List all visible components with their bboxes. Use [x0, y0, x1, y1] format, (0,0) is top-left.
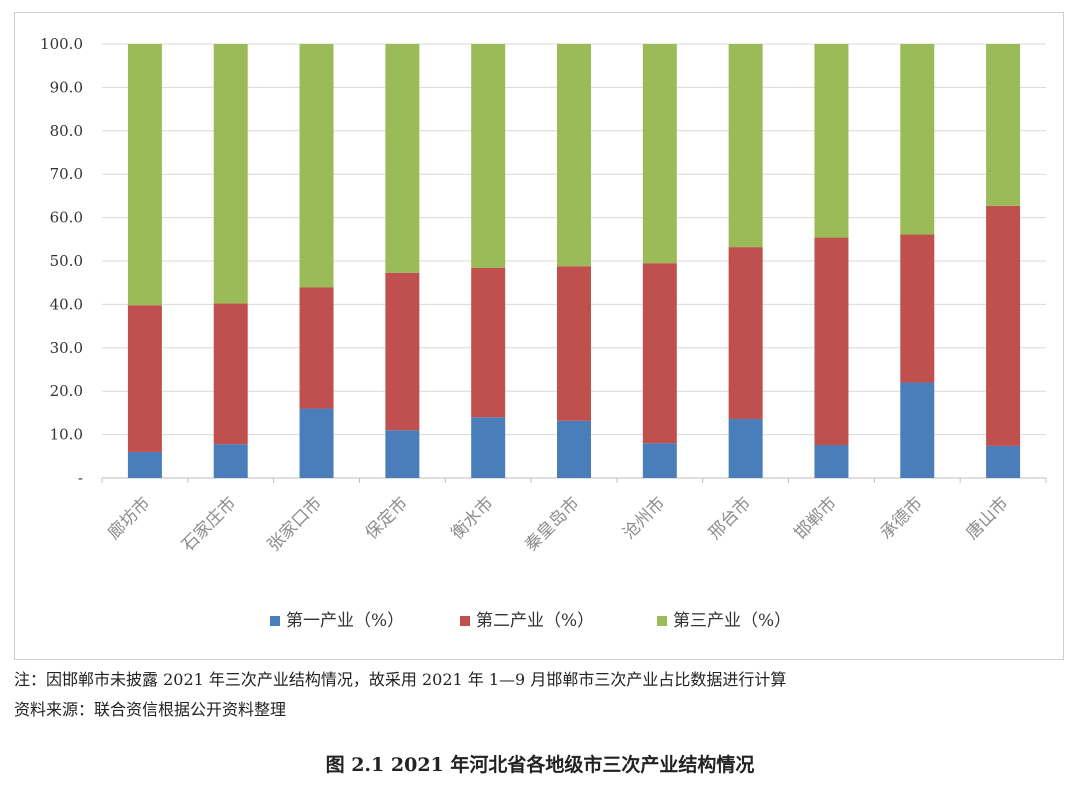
- y-tick-label: 90.0: [50, 78, 83, 96]
- bar-segment-series-2: [385, 272, 420, 431]
- bar-segment-series-3: [557, 44, 591, 267]
- y-tick-label: -: [78, 469, 83, 487]
- y-tick-label: 60.0: [50, 209, 83, 227]
- bar-segment-series-2: [728, 247, 763, 419]
- bar-segment-series-2: [127, 305, 162, 452]
- x-tick-label: 秦皇岛市: [521, 493, 583, 555]
- legend-swatch: [657, 616, 667, 626]
- x-tick-label: 唐山市: [962, 493, 1013, 544]
- bar-segment-series-1: [986, 445, 1021, 478]
- legend-label: 第二产业（%）: [476, 611, 594, 631]
- x-tick-label: 承德市: [877, 493, 927, 543]
- bar-segment-series-3: [127, 44, 162, 306]
- bar-segment-series-2: [814, 237, 849, 446]
- bar-segment-series-1: [728, 418, 763, 478]
- bar-segment-series-1: [213, 444, 248, 478]
- bar-segment-series-3: [900, 44, 935, 235]
- x-tick-label: 保定市: [362, 493, 412, 543]
- y-tick-label: 70.0: [50, 165, 83, 183]
- bar-segment-series-2: [557, 266, 591, 421]
- bar-segment-series-1: [557, 420, 591, 478]
- stacked-bar-chart: - 10.0 20.0 30.0 40.0 50.0 60.0 70.0 80.0 90.0 100…: [40, 35, 1047, 631]
- bar-segment-series-2: [471, 267, 506, 418]
- bar-segment-series-3: [471, 44, 506, 268]
- legend-swatch: [270, 616, 280, 626]
- y-tick-label: 20.0: [50, 382, 83, 400]
- bar-segment-series-2: [642, 263, 677, 444]
- bar-segment-series-3: [728, 44, 763, 248]
- bar-segment-series-1: [471, 417, 506, 478]
- chart-note: 注：因邯郸市未披露 2021 年三次产业结构情况，故采用 2021 年 1—9 …: [14, 670, 787, 689]
- legend-label: 第三产业（%）: [673, 611, 791, 631]
- y-tick-label: 100.0: [40, 35, 83, 53]
- bar-segment-series-2: [299, 287, 334, 409]
- legend-label: 第一产业（%）: [286, 611, 404, 631]
- y-tick-label: 50.0: [50, 252, 83, 270]
- bar-segment-series-1: [385, 430, 420, 478]
- x-tick-label: 沧州市: [619, 493, 669, 543]
- y-tick-label: 80.0: [50, 122, 83, 140]
- y-tick-label: 10.0: [50, 426, 83, 444]
- chart-frame: - 10.0 20.0 30.0 40.0 50.0 60.0 70.0 80.0 90.0 100…: [14, 12, 1064, 660]
- x-tick-label: 邢台市: [705, 493, 755, 543]
- data-source-note: 资料来源：联合资信根据公开资料整理: [14, 700, 287, 719]
- y-tick-label: 30.0: [50, 339, 83, 357]
- bar-segment-series-2: [213, 303, 248, 445]
- y-tick-label: 40.0: [50, 295, 83, 313]
- bar-segment-series-1: [814, 445, 849, 478]
- legend-swatch: [460, 616, 470, 626]
- bar-segment-series-1: [642, 443, 677, 478]
- bar-segment-series-1: [127, 451, 162, 478]
- bar-segment-series-3: [213, 44, 248, 304]
- x-tick-label: 衡水市: [448, 493, 498, 543]
- x-tick-label: 邯郸市: [791, 493, 841, 543]
- x-tick-label: 廊坊市: [104, 493, 154, 543]
- bar-segment-series-2: [986, 205, 1021, 446]
- bar-segment-series-1: [900, 382, 935, 478]
- x-tick-label: 张家口市: [264, 493, 326, 555]
- bar-segment-series-3: [814, 44, 849, 238]
- figure-caption: 图 2.1 2021 年河北省各地级市三次产业结构情况: [325, 754, 755, 776]
- x-tick-label: 石家庄市: [178, 493, 240, 555]
- bar-segment-series-3: [642, 44, 677, 264]
- bar-segment-series-3: [986, 44, 1021, 206]
- bar-segment-series-3: [299, 44, 334, 288]
- bar-segment-series-2: [900, 234, 935, 383]
- bar-segment-series-1: [299, 408, 334, 478]
- bar-segment-series-3: [385, 44, 420, 273]
